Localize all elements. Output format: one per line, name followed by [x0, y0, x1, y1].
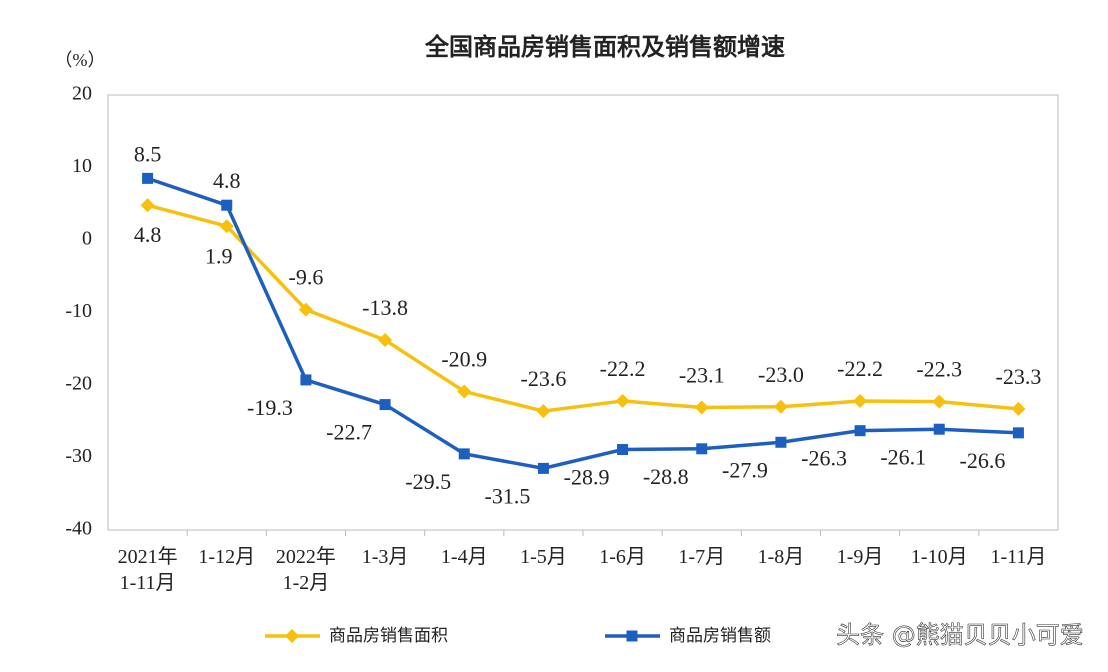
point: [773, 399, 788, 414]
value-label: -23.0: [758, 362, 804, 387]
point: [300, 374, 312, 386]
value-label: -13.8: [362, 295, 408, 320]
value-label: -22.2: [600, 356, 646, 381]
series-line: [147, 176, 1019, 471]
x-tick-label: 1-3月: [362, 546, 409, 568]
x-tick-label: 1-8月: [758, 546, 805, 568]
x-tick-label: 1-9月: [837, 546, 884, 568]
point: [1011, 401, 1026, 416]
point: [378, 333, 393, 348]
y-tick-label: -30: [65, 445, 92, 467]
point: [626, 630, 638, 642]
point: [219, 219, 234, 234]
x-tick-label: 2021年 1-11月: [118, 545, 178, 594]
point: [933, 423, 945, 435]
value-label: 8.5: [134, 141, 162, 166]
watermark: 头条 @熊猫贝贝小可爱: [836, 621, 1084, 649]
value-label: -28.9: [564, 465, 610, 490]
x-tick-label: 1-7月: [678, 546, 725, 568]
point: [1012, 427, 1024, 439]
point: [615, 393, 630, 408]
y-tick-label: -40: [65, 518, 92, 540]
value-label: -20.9: [441, 347, 487, 372]
value-label: -28.8: [643, 464, 689, 489]
y-tick-label: 10: [72, 155, 92, 177]
y-tick-label: 20: [72, 83, 92, 105]
value-label: -9.6: [289, 265, 324, 290]
value-label: 1.9: [205, 243, 233, 268]
y-tick-label: 0: [82, 228, 92, 250]
y-unit: （%）: [55, 50, 106, 70]
point: [458, 448, 470, 460]
point: [694, 400, 709, 415]
value-label: -26.1: [880, 444, 926, 469]
legend-label: 商品房销售面积: [329, 626, 448, 646]
point: [457, 384, 472, 399]
x-tick-label: 2022年 1-2月: [276, 545, 336, 594]
point: [298, 302, 313, 317]
value-label: -23.3: [996, 364, 1042, 389]
x-tick-label: 1-4月: [441, 546, 488, 568]
point: [617, 444, 629, 456]
point: [285, 629, 299, 643]
value-label: -26.3: [801, 446, 847, 471]
point: [379, 399, 391, 411]
x-tick-label: 1-10月: [911, 546, 968, 568]
y-tick-label: -10: [65, 300, 92, 322]
point: [853, 393, 868, 408]
x-tick-label: 1-6月: [599, 546, 646, 568]
chart-title: 全国商品房销售面积及销售额增速: [424, 33, 785, 61]
value-label: -23.6: [521, 366, 567, 391]
series-line: [147, 203, 1019, 413]
point: [536, 404, 551, 419]
value-label: -31.5: [485, 483, 531, 508]
value-label: 4.8: [213, 168, 241, 193]
x-tick-label: 1-5月: [520, 546, 567, 568]
point: [140, 198, 155, 213]
value-label: -23.1: [679, 363, 725, 388]
point: [142, 172, 154, 184]
value-label: -22.3: [916, 357, 962, 382]
point: [221, 199, 233, 211]
point: [537, 462, 549, 474]
x-tick-label: 1-11月: [990, 546, 1046, 568]
point: [854, 425, 866, 437]
value-label: 4.8: [134, 222, 162, 247]
value-label: -27.9: [722, 457, 768, 482]
legend-label: 商品房销售额: [669, 626, 771, 646]
value-label: -22.7: [326, 420, 372, 445]
point: [932, 394, 947, 409]
value-label: -22.2: [837, 356, 883, 381]
value-label: -29.5: [405, 469, 451, 494]
y-tick-label: -20: [65, 373, 92, 395]
value-label: -19.3: [247, 395, 293, 420]
x-tick-label: 1-12月: [198, 546, 255, 568]
value-label: -26.6: [960, 448, 1006, 473]
point: [775, 436, 787, 448]
point: [696, 443, 708, 455]
